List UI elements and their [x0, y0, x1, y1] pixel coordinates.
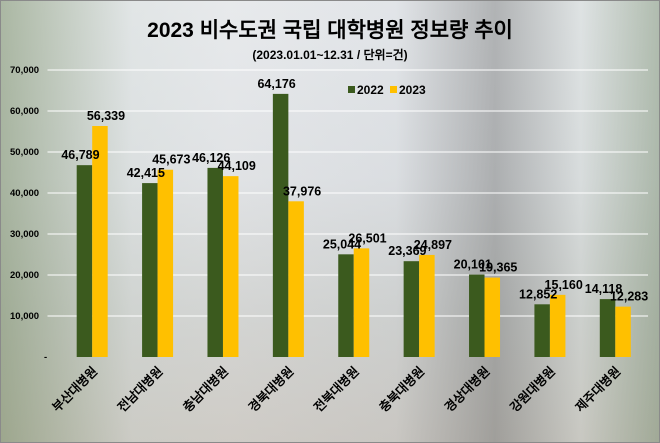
- legend-label: 2023: [399, 83, 426, 97]
- data-label-2022: 14,118: [585, 282, 623, 296]
- data-label-2023: 44,109: [218, 159, 256, 173]
- bar-2022: [207, 167, 223, 357]
- bar-2023: [222, 176, 239, 357]
- y-tick-label: 30,000: [10, 229, 39, 240]
- y-tick-label: 60,000: [10, 106, 39, 117]
- bar-2022: [338, 254, 354, 357]
- chart-subtitle: (2023.01.01~12.31 / 단위=건): [252, 48, 408, 62]
- data-label-2022: 25,044: [323, 237, 361, 251]
- bar-2022: [403, 261, 420, 357]
- data-label-2022: 42,415: [127, 166, 165, 180]
- bar-2022: [469, 274, 485, 357]
- data-label-2022: 23,369: [388, 244, 426, 258]
- bar-2023: [288, 201, 304, 357]
- bar-2023: [353, 248, 370, 357]
- bar-2023: [615, 306, 631, 357]
- data-label-2022: 12,852: [519, 287, 557, 301]
- data-label-2023: 26,501: [348, 231, 386, 245]
- bar-2023: [549, 294, 566, 357]
- chart-title: 2023 비수도권 국립 대학병원 정보량 추이: [147, 19, 513, 42]
- legend-label: 2022: [357, 83, 384, 97]
- y-tick-label: 10,000: [10, 311, 39, 322]
- y-tick-label: 20,000: [10, 270, 39, 281]
- data-label-2022: 46,789: [61, 148, 99, 162]
- data-label-2023: 24,897: [414, 238, 452, 252]
- bar-2022: [142, 183, 158, 357]
- data-label-2022: 46,126: [192, 151, 230, 165]
- legend-swatch-2022: [348, 86, 355, 93]
- bar-2023: [484, 277, 501, 357]
- data-label-2023: 45,673: [152, 153, 190, 167]
- bar-2023: [92, 126, 108, 357]
- data-label-2022: 64,176: [257, 77, 295, 91]
- data-label-2023: 15,160: [545, 278, 583, 292]
- data-label-2023: 19,365: [479, 261, 517, 275]
- bar-2022: [534, 304, 550, 357]
- data-label-2023: 12,283: [610, 290, 648, 304]
- bar-2023: [419, 254, 435, 357]
- legend-swatch-2023: [390, 86, 397, 93]
- bar-2023: [157, 169, 174, 357]
- bar-2022: [272, 93, 289, 357]
- data-label-2023: 56,339: [87, 109, 125, 123]
- y-tick-label: 70,000: [10, 65, 39, 76]
- bar-2022: [599, 299, 616, 357]
- bar-2022: [76, 165, 93, 357]
- y-tick-label: 50,000: [10, 147, 39, 158]
- y-tick-label: 40,000: [10, 188, 39, 199]
- data-label-2023: 37,976: [283, 184, 321, 198]
- data-label-2022: 20,101: [454, 258, 492, 272]
- y-tick-label: -: [44, 352, 47, 363]
